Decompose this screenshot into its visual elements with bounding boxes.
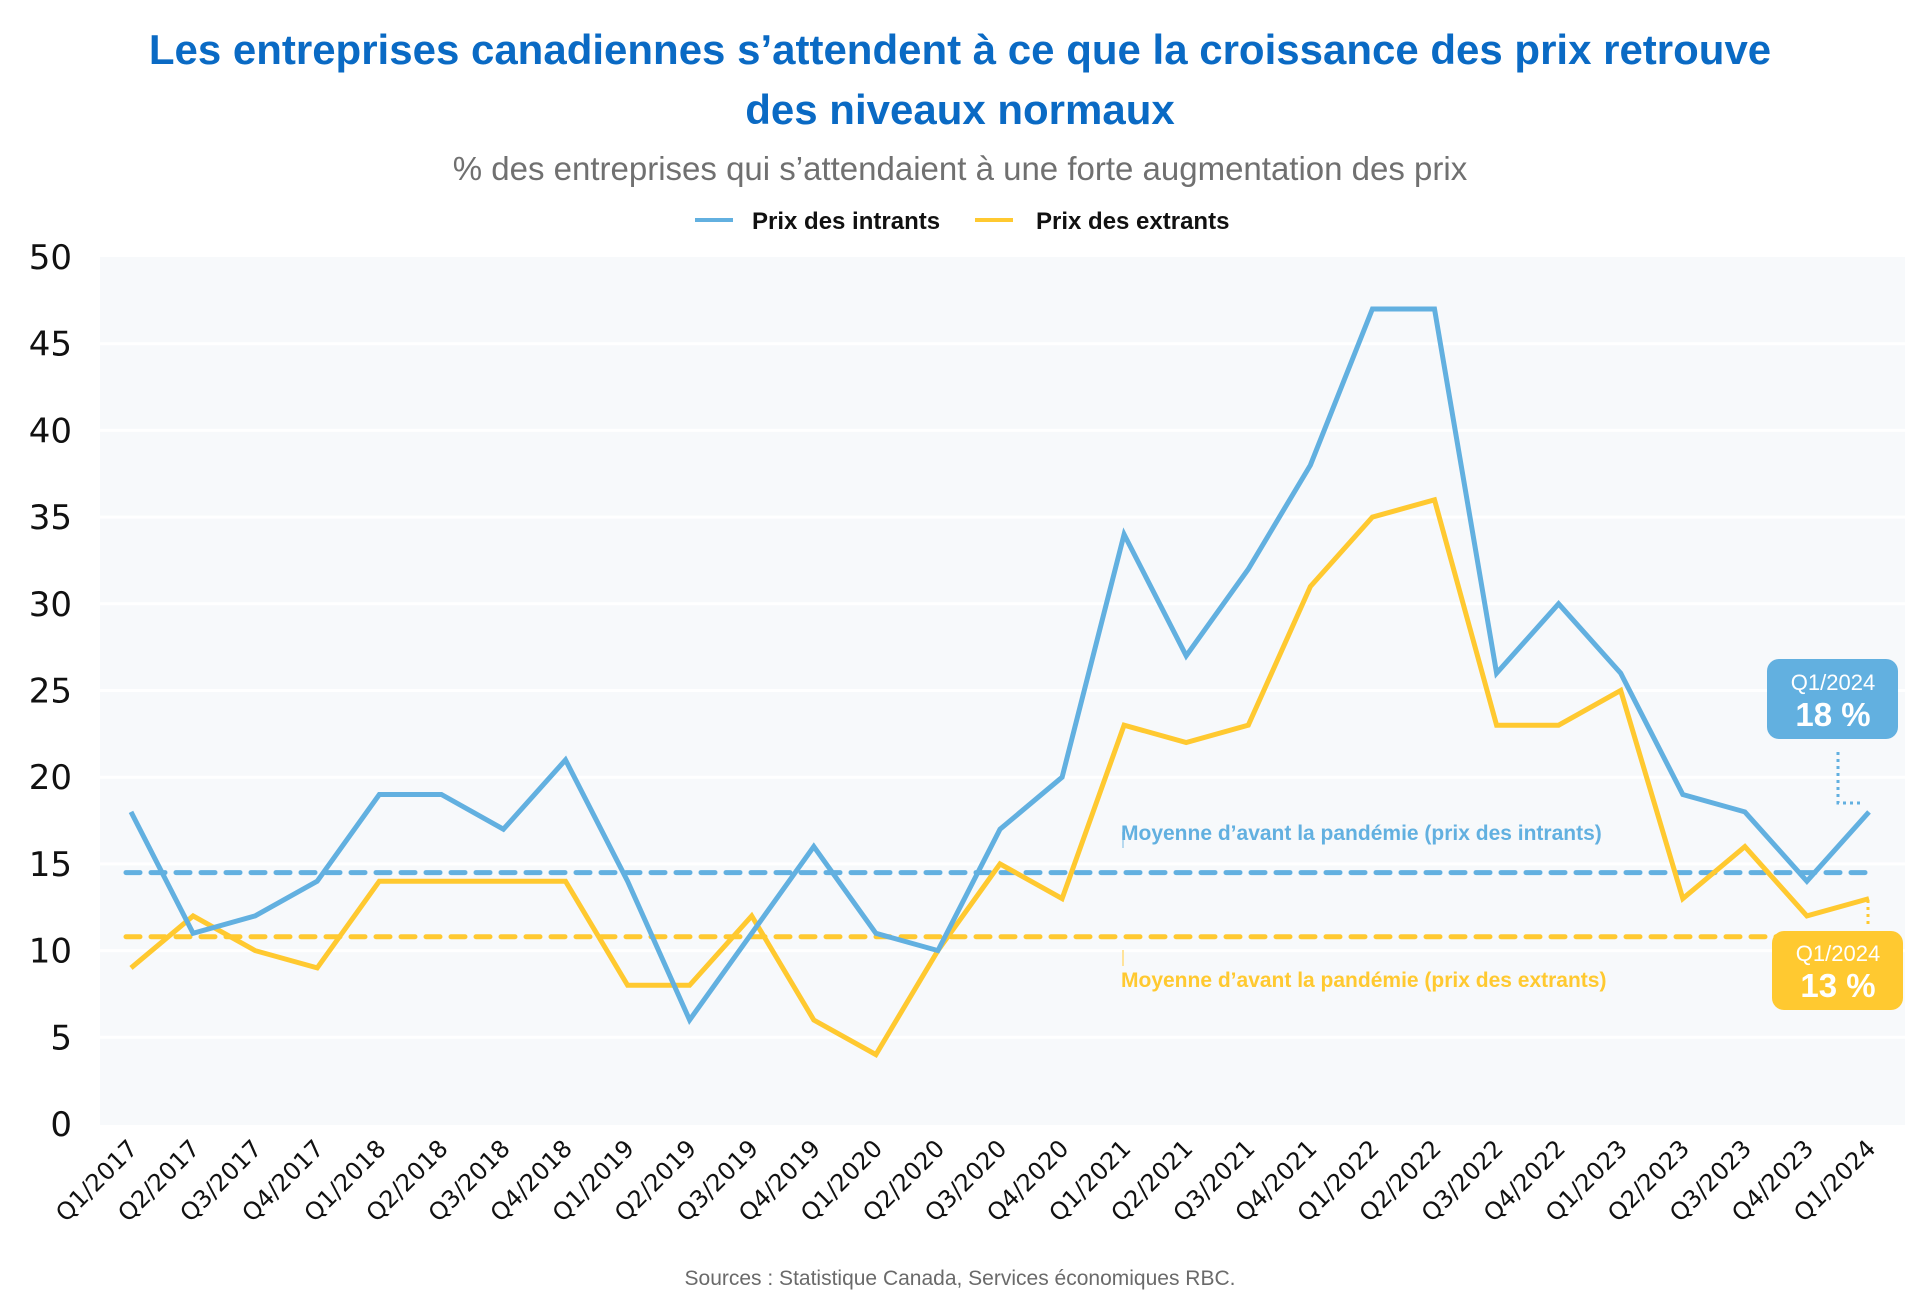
y-tick-label: 50: [29, 238, 72, 278]
y-tick-label: 10: [29, 932, 72, 972]
y-tick-label: 35: [29, 498, 72, 538]
callout-intrants-leader: [1836, 752, 1862, 805]
callout-extrants-box: [1772, 931, 1903, 1010]
callout-intrants-box: [1767, 659, 1898, 739]
legend-item-intrants[interactable]: Prix des intrants: [695, 208, 940, 235]
x-axis-ticks: Q1/2017Q2/2017Q3/2017Q4/2017Q1/2018Q2/20…: [50, 1134, 1881, 1227]
callout-intrants-period: Q1/2024: [1791, 670, 1875, 695]
y-axis-ticks: 0 5 10 15 20 25 30 35 40 45 50: [29, 238, 72, 1145]
callout-extrants-period: Q1/2024: [1796, 941, 1880, 966]
y-tick-label: 15: [29, 845, 72, 885]
legend: Prix des intrants Prix des extrants: [695, 208, 1229, 235]
y-tick-label: 20: [29, 758, 72, 798]
y-tick-label: 30: [29, 585, 72, 625]
y-tick-label: 40: [29, 411, 72, 451]
legend-item-extrants[interactable]: Prix des extrants: [975, 208, 1229, 235]
reference-lines: [123, 870, 1873, 940]
y-tick-label: 25: [29, 672, 72, 712]
legend-label-intrants: Prix des intrants: [752, 208, 940, 235]
callout-intrants-value: 18 %: [1795, 696, 1870, 733]
callout-intrants: Q1/2024 18 %: [1767, 659, 1898, 805]
chart-title-line-2: des niveaux normaux: [745, 86, 1175, 133]
chart-title-line-1: Les entreprises canadiennes s’attendent …: [149, 26, 1771, 73]
gridlines: [100, 342, 1905, 1039]
series-lines: [128, 306, 1871, 1058]
y-tick-label: 0: [50, 1105, 72, 1145]
avg-intrants-label: Moyenne d’avant la pandémie (prix des in…: [1121, 822, 1602, 845]
avg-extrants-label: Moyenne d’avant la pandémie (prix des ex…: [1121, 969, 1606, 992]
legend-label-extrants: Prix des extrants: [1036, 208, 1229, 235]
callout-extrants-value: 13 %: [1800, 967, 1875, 1004]
y-tick-label: 45: [29, 325, 72, 365]
callout-extrants: Q1/2024 13 %: [1772, 900, 1903, 1010]
y-tick-label: 5: [50, 1018, 72, 1058]
chart-subtitle: % des entreprises qui s’attendaient à un…: [453, 150, 1468, 187]
source-note: Sources : Statistique Canada, Services é…: [685, 1267, 1236, 1290]
